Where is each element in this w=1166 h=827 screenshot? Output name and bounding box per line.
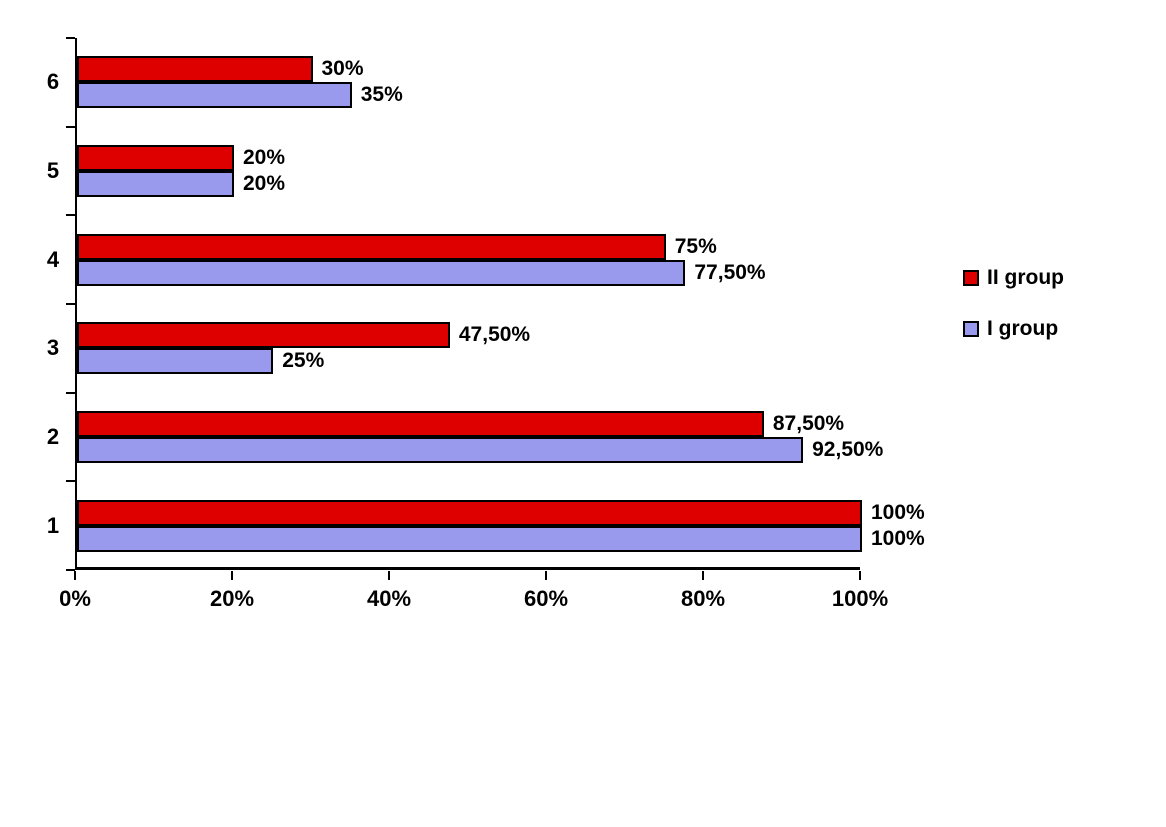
y-axis-label: 1: [46, 512, 60, 538]
bar-ii-group: [77, 322, 450, 349]
bar-data-label: 47,50%: [458, 323, 531, 347]
y-axis-tick: [66, 391, 75, 394]
legend-item-i-group: I group: [963, 317, 1064, 341]
y-axis-label: 5: [46, 158, 60, 183]
legend-label-ii-group: II group: [987, 266, 1064, 289]
legend-item-ii-group: II group: [963, 266, 1064, 290]
bar-ii-group: [77, 411, 764, 437]
x-axis-tick: [231, 571, 233, 580]
bar-ii-group: [77, 56, 313, 83]
y-axis-tick: [66, 37, 75, 39]
bar-data-label: 87,50%: [772, 412, 845, 435]
x-axis-tick: [388, 571, 390, 580]
bar-data-label: 92,50%: [812, 438, 884, 461]
x-axis-label: 20%: [209, 586, 255, 611]
legend-marker-i-group-icon: [963, 321, 979, 337]
bar-data-label: 100%: [871, 500, 925, 524]
x-axis-label: 60%: [523, 586, 569, 611]
bar-data-label: 25%: [282, 349, 325, 373]
x-axis-label: 80%: [680, 586, 726, 611]
x-axis-tick: [545, 571, 547, 580]
bar-ii-group: [77, 233, 666, 260]
legend-marker-ii-group-icon: [963, 270, 979, 286]
x-axis-label: 40%: [366, 586, 412, 611]
x-axis-tick: [859, 571, 861, 580]
bar-i-group: [77, 259, 686, 286]
bar-data-label: 35%: [360, 83, 403, 107]
bar-ii-group: [77, 499, 862, 526]
y-axis-tick: [66, 480, 75, 483]
y-axis-label: 2: [46, 424, 60, 449]
bar-data-label: 20%: [243, 146, 286, 169]
bar-ii-group: [77, 145, 234, 171]
legend-label-i-group: I group: [987, 317, 1059, 340]
y-axis-tick: [66, 303, 75, 305]
y-axis-tick: [66, 125, 75, 128]
x-axis-tick: [702, 571, 704, 580]
y-axis-tick: [66, 569, 75, 571]
y-axis-label: 3: [46, 335, 60, 361]
legend: II group I group: [963, 266, 1064, 341]
y-axis-label: 4: [46, 246, 60, 272]
y-axis-label: 6: [46, 69, 60, 95]
bar-data-label: 77,50%: [694, 260, 766, 284]
plot-area: 30% 35% 20% 20% 75% 77,50% 47,50% 25% 87,50% 92,5…: [75, 38, 925, 570]
bar-i-group: [77, 171, 234, 197]
y-axis-tick: [66, 214, 75, 217]
bar-i-group: [77, 82, 352, 109]
bar-i-group: [77, 348, 274, 375]
bar-data-label: 75%: [674, 234, 717, 258]
x-axis-tick: [74, 571, 76, 580]
x-axis-label: 0%: [59, 586, 91, 611]
bar-data-label: 30%: [321, 57, 364, 81]
bar-i-group: [77, 437, 804, 463]
bar-i-group: [77, 525, 862, 552]
bar-data-label: 20%: [243, 172, 286, 195]
x-axis-label: 100%: [831, 586, 889, 611]
bar-data-label: 100%: [871, 526, 925, 550]
